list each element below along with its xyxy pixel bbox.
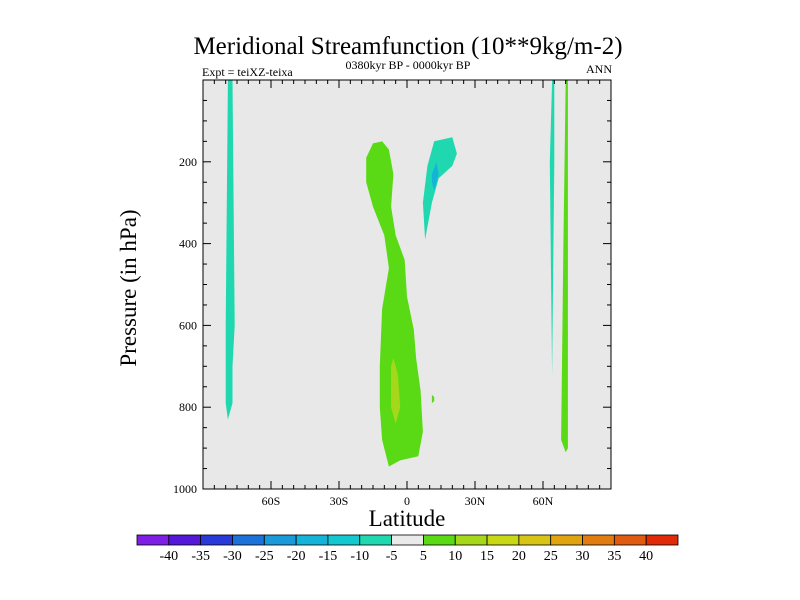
chart-title: Meridional Streamfunction (10**9kg/m-2) (193, 33, 622, 60)
colorbar-label: 30 (576, 549, 590, 564)
experiment-label: Expt = teiXZ-teixa (202, 65, 293, 79)
x-axis-title: Latitude (369, 506, 446, 531)
colorbar-label: -10 (350, 549, 369, 564)
colorbar-label: -40 (159, 549, 178, 564)
colorbar-swatch (487, 535, 519, 545)
colorbar-swatch (455, 535, 487, 545)
colorbar-label: 5 (420, 549, 427, 564)
colorbar-swatch (232, 535, 264, 545)
colorbar-swatch (614, 535, 646, 545)
colorbar-label: 40 (639, 549, 653, 564)
colorbar-swatch (296, 535, 328, 545)
x-tick-label: 60S (262, 494, 281, 508)
colorbar-label: -35 (191, 549, 210, 564)
colorbar-label: 35 (607, 549, 621, 564)
colorbar: -40 -35 -30 -25 -20 -15 -10 -5 5 10 15 20 25 30 35 40 (137, 535, 678, 564)
y-tick-label: 800 (179, 400, 197, 414)
colorbar-label: 25 (544, 549, 558, 564)
y-tick-label: 200 (179, 155, 197, 169)
colorbar-swatch (583, 535, 615, 545)
colorbar-label: 20 (512, 549, 526, 564)
colorbar-swatch (519, 535, 551, 545)
colorbar-swatch (264, 535, 296, 545)
colorbar-label: -5 (386, 549, 398, 564)
colorbar-label: 15 (480, 549, 494, 564)
colorbar-swatch (201, 535, 233, 545)
colorbar-swatch (392, 535, 424, 545)
colorbar-swatch (360, 535, 392, 545)
colorbar-label: -15 (319, 549, 338, 564)
y-axis-title: Pressure (in hPa) (116, 209, 141, 366)
colorbar-label: -25 (255, 549, 274, 564)
colorbar-swatch (423, 535, 455, 545)
colorbar-label: -30 (223, 549, 242, 564)
season-label: ANN (586, 62, 612, 76)
x-tick-label: 30N (465, 494, 486, 508)
y-tick-label: 400 (179, 237, 197, 251)
colorbar-swatch (551, 535, 583, 545)
colorbar-swatch (646, 535, 678, 545)
colorbar-swatch (328, 535, 360, 545)
x-tick-label: 30S (330, 494, 349, 508)
x-tick-label: 60N (533, 494, 554, 508)
colorbar-label: -20 (287, 549, 306, 564)
period-label: 0380kyr BP - 0000kyr BP (346, 58, 471, 72)
streamfunction-chart: Meridional Streamfunction (10**9kg/m-2) … (0, 0, 800, 600)
y-tick-label: 600 (179, 318, 197, 332)
colorbar-label: 10 (448, 549, 462, 564)
y-tick-label: 1000 (173, 482, 197, 496)
colorbar-swatch (137, 535, 169, 545)
colorbar-swatch (169, 535, 201, 545)
